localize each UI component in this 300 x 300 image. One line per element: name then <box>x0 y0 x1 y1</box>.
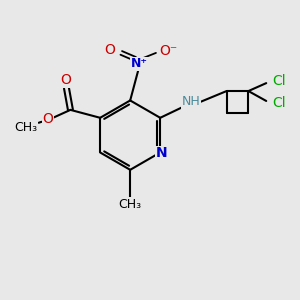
Text: Cl: Cl <box>272 74 286 88</box>
Text: Cl: Cl <box>272 96 286 110</box>
Text: N⁺: N⁺ <box>130 57 148 70</box>
Text: O⁻: O⁻ <box>160 44 178 58</box>
Text: N: N <box>155 146 167 161</box>
Text: CH₃: CH₃ <box>118 198 142 211</box>
Text: O: O <box>60 73 71 87</box>
Text: O: O <box>42 112 53 126</box>
Text: CH₃: CH₃ <box>14 121 38 134</box>
Text: O: O <box>104 43 115 57</box>
Text: NH: NH <box>182 95 200 108</box>
